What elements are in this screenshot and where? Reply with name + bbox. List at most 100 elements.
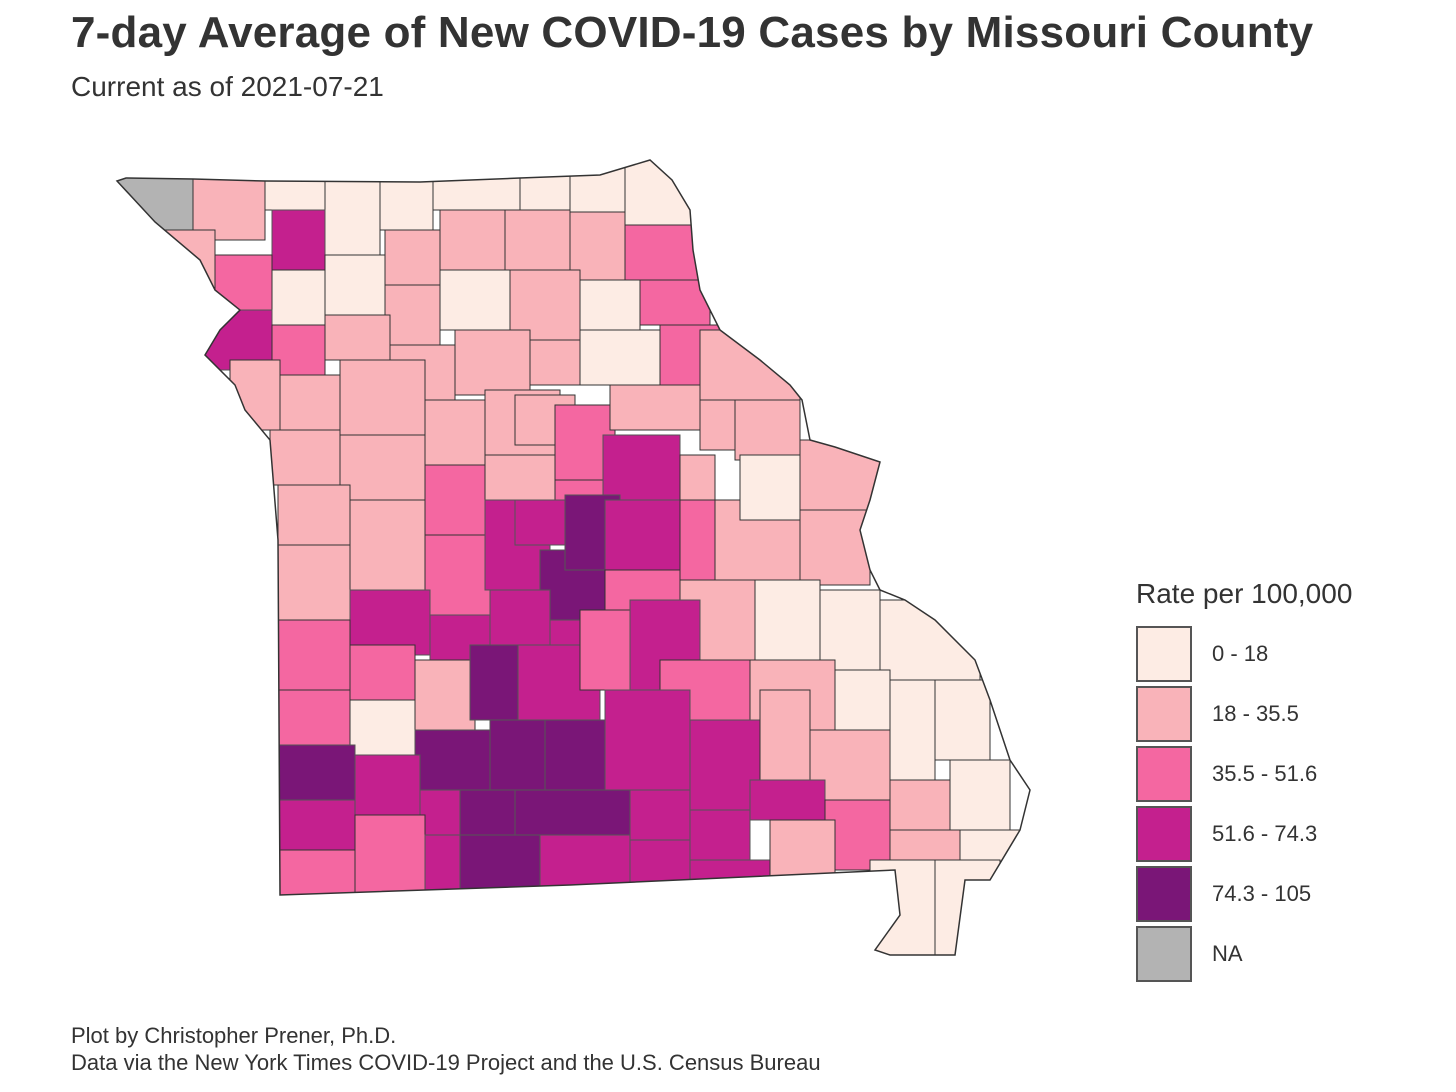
county-shape <box>384 284 441 346</box>
caption-author: Plot by Christopher Prener, Ph.D. <box>71 1023 397 1048</box>
county-shape <box>277 799 356 851</box>
caption: Plot by Christopher Prener, Ph.D. Data v… <box>71 1022 821 1076</box>
county-shape <box>277 619 351 691</box>
county-shape <box>629 839 691 896</box>
county-shape <box>432 169 521 211</box>
legend-label: 51.6 - 74.3 <box>1212 821 1318 846</box>
county-shape <box>699 329 801 401</box>
county-shape <box>799 509 871 586</box>
county-shape <box>749 779 826 821</box>
county-shape <box>459 834 541 896</box>
county-shape <box>424 834 461 896</box>
legend-swatch <box>1136 866 1192 922</box>
county-shape <box>424 464 486 536</box>
county-shape <box>339 359 426 436</box>
county-shape <box>229 359 281 431</box>
county-shape <box>384 229 441 286</box>
county-shape <box>699 399 736 451</box>
county-shape <box>824 799 891 871</box>
county-shape <box>271 269 326 326</box>
county-shape <box>759 689 811 781</box>
county-shape <box>569 164 626 213</box>
county-shape <box>354 814 426 896</box>
legend-swatch <box>1136 686 1192 742</box>
county-shape <box>324 314 391 361</box>
county-shape <box>414 729 491 791</box>
county-polygons <box>117 160 1030 955</box>
county-shape <box>579 609 631 691</box>
legend: Rate per 100,000 0 - 18 18 - 35.5 35.5 -… <box>1136 578 1352 984</box>
legend-item: 18 - 35.5 <box>1136 684 1352 744</box>
legend-swatch <box>1136 806 1192 862</box>
county-shape <box>734 399 801 461</box>
county-shape <box>489 589 551 646</box>
county-shape <box>144 229 216 301</box>
county-shape <box>489 719 546 791</box>
legend-item: 51.6 - 74.3 <box>1136 804 1352 864</box>
county-shape <box>324 169 381 256</box>
county-shape <box>934 859 1001 955</box>
county-shape <box>544 719 606 791</box>
legend-swatch <box>1136 926 1192 982</box>
county-shape <box>324 254 386 316</box>
county-shape <box>514 789 631 836</box>
legend-swatch <box>1136 746 1192 802</box>
county-shape <box>379 169 434 231</box>
county-shape <box>469 644 519 721</box>
map-title: 7-day Average of New COVID-19 Cases by M… <box>71 8 1314 57</box>
state-outline <box>115 159 1031 956</box>
county-shape <box>869 859 936 955</box>
county-shape <box>439 209 506 271</box>
legend-label: 0 - 18 <box>1212 641 1269 666</box>
county-shape <box>739 454 801 521</box>
county-shape <box>349 699 416 756</box>
county-shape <box>624 224 701 281</box>
county-shape <box>889 679 936 781</box>
caption-source: Data via the New York Times COVID-19 Pro… <box>71 1050 821 1075</box>
legend-item: 74.3 - 105 <box>1136 864 1352 924</box>
county-shape <box>277 544 351 621</box>
county-shape <box>504 209 571 271</box>
county-shape <box>277 689 351 746</box>
legend-item: 0 - 18 <box>1136 624 1352 684</box>
county-shape <box>879 599 981 681</box>
county-shape <box>271 324 326 376</box>
county-shape <box>419 789 461 836</box>
county-shape <box>799 439 881 511</box>
county-shape <box>769 819 836 881</box>
county-shape <box>604 499 681 571</box>
county-shape <box>349 644 416 701</box>
county-shape <box>509 269 581 341</box>
county-shape <box>604 689 691 791</box>
county-shape <box>439 269 511 331</box>
county-shape <box>834 669 891 731</box>
county-shape <box>424 534 491 616</box>
county-shape <box>349 589 431 656</box>
county-shape <box>459 789 516 836</box>
county-shape <box>414 659 476 731</box>
legend-label: 18 - 35.5 <box>1212 701 1299 726</box>
county-shape <box>934 679 991 761</box>
county-shape <box>424 399 486 466</box>
county-shape <box>679 499 716 586</box>
county-shape <box>454 329 531 396</box>
county-shape <box>624 160 701 226</box>
county-shape <box>354 754 421 816</box>
county-shape <box>277 484 351 546</box>
legend-title: Rate per 100,000 <box>1136 578 1353 609</box>
county-shape <box>579 329 661 386</box>
county-shape <box>277 744 356 801</box>
county-shape <box>279 374 341 431</box>
legend-label: 74.3 - 105 <box>1212 881 1312 906</box>
county-shape <box>689 719 761 811</box>
county-shape <box>339 434 426 501</box>
legend-label: NA <box>1212 941 1243 966</box>
county-shape <box>579 279 641 331</box>
legend-label: 35.5 - 51.6 <box>1212 761 1318 786</box>
county-shape <box>949 759 1011 831</box>
county-shape <box>269 429 341 486</box>
county-shape <box>609 384 701 431</box>
legend-item: NA <box>1136 924 1352 984</box>
